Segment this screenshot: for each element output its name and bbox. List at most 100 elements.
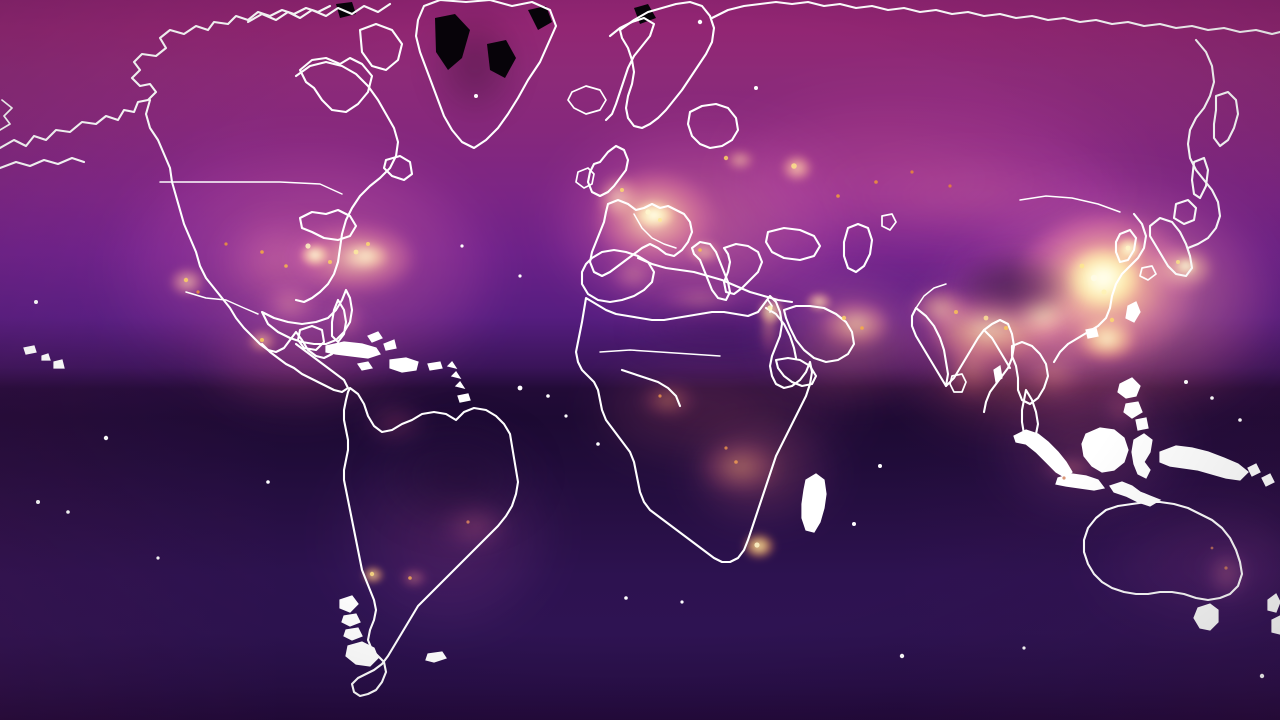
coastline-north-america-west [144,98,340,360]
coastline-hudson-bay [298,56,374,114]
point-light-group [183,155,1228,580]
island-dot [624,596,628,600]
island-dot [697,19,703,25]
island-dot [754,86,758,90]
island-dot [852,522,856,526]
coastline-south-america [342,386,520,698]
coastline-ireland [575,167,595,189]
coastline-europe-atlantic [588,198,694,278]
coastline-japan-hokkaido [1172,198,1198,226]
coastline-scandinavia [618,0,716,130]
dark-region-tibetan-plateau [958,256,1068,318]
coastline-korea [1114,228,1138,264]
coastline-gulf-of-guinea [620,368,682,408]
island-lesser-antilles [446,361,466,389]
coastline-baffin [358,22,404,72]
island-new-guinea [1159,445,1249,481]
coastline-yucatan [296,324,326,352]
island-andaman [993,364,1003,384]
coastline-arabia [782,304,856,364]
island-dot [878,464,882,468]
island-dot [474,94,478,98]
island-dot [266,480,270,484]
coastline-mediterranean-north [636,256,794,304]
border-africa-sahel [599,349,721,357]
island-dot [156,556,160,560]
border-europe-internal [633,213,677,249]
island-philippines [1117,377,1149,431]
coastline-china-east [1052,212,1148,364]
island-dot [518,274,522,278]
island-dot [680,600,684,604]
border-india-pakistan [915,283,947,309]
coastline-gulf-of-mexico [260,288,354,346]
coastline-alaska [0,4,332,150]
coastline-aleutians [0,156,86,170]
island-new-zealand [1267,593,1280,635]
border-usa-mexico [185,291,259,315]
coastline-japan-honshu [1148,216,1194,278]
coastline-japan-kyushu [1139,265,1157,281]
island-dot [899,653,905,659]
island-java [1055,473,1106,491]
island-dot [1210,396,1214,400]
island-sulawesi [1131,433,1153,479]
greenland-nodata-patch-3 [528,6,552,30]
island-taiwan [1125,301,1141,323]
coastline-north-america-east [294,60,400,304]
coastline-indochina [1010,340,1050,406]
border-usa-canada [159,181,343,195]
coastline-uk [586,144,630,198]
island-puerto-rico [427,361,443,371]
coastline-black-sea [764,226,822,262]
island-dot [564,414,568,418]
coastline-great-lakes [298,208,358,242]
island-tasmania [1193,603,1219,631]
island-dot [1259,673,1265,679]
coastline-iberia [580,248,656,304]
coastline-red-sea [764,306,798,360]
island-hispaniola [389,357,419,373]
coastline-sakhalin [1190,156,1210,200]
island-chile-fjords [339,595,363,641]
coastline-africa [574,294,814,564]
island-cuba [325,341,381,359]
island-sri-lanka [949,373,967,393]
island-jamaica [357,361,373,371]
coastline-australia [1082,500,1244,602]
island-trinidad [457,393,471,403]
coastline-newfoundland [382,154,414,182]
island-hainan [1085,327,1099,339]
coastline-florida [330,298,348,344]
island-dot [1184,380,1188,384]
coastline-bay-of-bengal [982,328,1012,370]
coastline-russia-far-east [1186,38,1222,250]
island-dot [460,244,464,248]
island-hawaii [23,345,65,369]
island-dot [1022,646,1026,650]
coastline-aral [881,213,897,231]
coastline-india [910,306,950,388]
coastline-india-east [944,318,1016,414]
coastline-italy [690,240,732,302]
island-dot [1238,418,1242,422]
island-dot [546,394,550,398]
island-solomon [1247,463,1275,487]
island-bahamas [367,331,397,351]
coastline-greenland [414,0,558,150]
coastline-bering [0,99,13,131]
coastline-russia-arctic [710,0,1280,36]
island-dot [103,435,109,441]
coastline-canada-arctic [246,2,392,24]
island-borneo [1081,427,1129,473]
greenland-nodata-patch-2 [487,40,516,78]
greenland-nodata-patch [435,14,470,70]
island-timor-lesser-sunda [1109,481,1162,507]
coastline-iceland [567,85,607,115]
coastline-baltic-sea [686,102,740,150]
island-dot [66,510,70,514]
island-dot [34,300,38,304]
island-madagascar [801,473,827,533]
